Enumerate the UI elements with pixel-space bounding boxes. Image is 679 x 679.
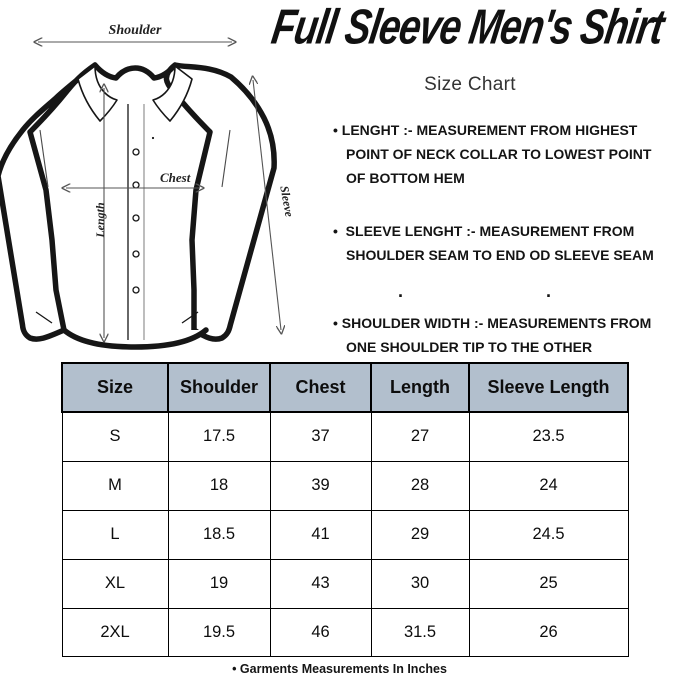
svg-text:Shoulder: Shoulder	[109, 23, 162, 38]
svg-text:Length: Length	[93, 202, 107, 239]
svg-text:Sleeve: Sleeve	[277, 185, 296, 219]
svg-text:Chest: Chest	[160, 170, 191, 185]
